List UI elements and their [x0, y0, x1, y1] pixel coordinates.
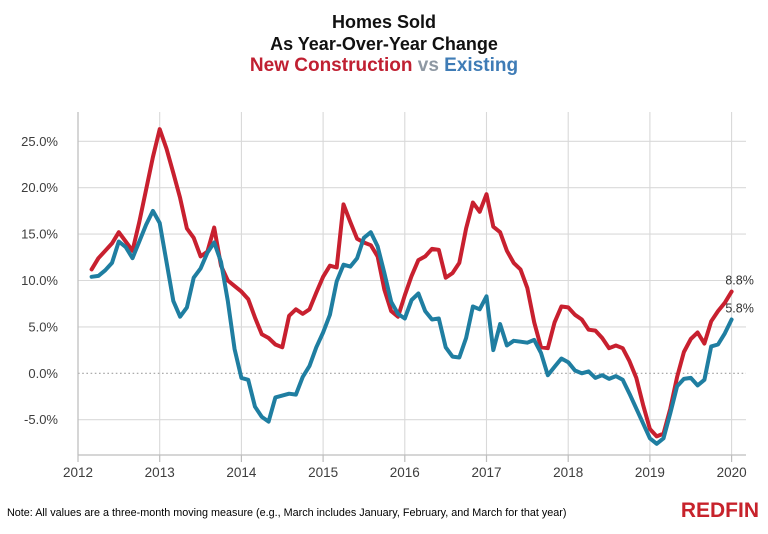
series-line-existing [89, 208, 734, 446]
y-axis-labels: 25.0% 20.0% 15.0% 10.0% 5.0% 0.0% -5.0% [21, 134, 58, 427]
series-end-label-new-construction: 8.8% [725, 274, 754, 288]
redfin-logo: REDFIN [680, 499, 759, 522]
x-tick-label: 2019 [635, 465, 665, 480]
x-tick-label: 2016 [390, 465, 420, 480]
page-subtitle: As Year-Over-Year Change [270, 34, 498, 54]
x-tick-label: 2020 [717, 465, 747, 480]
y-tick-label: 20.0% [21, 180, 58, 195]
y-tick-label: 25.0% [21, 134, 58, 149]
y-tick-label: -5.0% [24, 412, 58, 427]
x-tick-label: 2018 [553, 465, 583, 480]
x-axis-labels: 2012 2013 2014 2015 2016 2017 2018 2019 2020 [63, 465, 747, 480]
x-tick-label: 2017 [471, 465, 501, 480]
x-tick-label: 2015 [308, 465, 338, 480]
series-end-label-existing: 5.8% [725, 301, 754, 315]
chart-title-block: Homes Sold As Year-Over-Year Change New … [0, 11, 768, 77]
legend-new-construction-label: New Construction [249, 55, 413, 76]
y-tick-label: 10.0% [21, 273, 58, 288]
legend-vs-label: vs [417, 55, 439, 76]
legend-title-line: New Construction vs Existing [0, 55, 768, 77]
page-title: Homes Sold [331, 12, 437, 32]
x-tick-label: 2014 [226, 465, 257, 480]
y-tick-label: 15.0% [21, 227, 58, 242]
x-tick-label: 2012 [63, 465, 93, 480]
y-tick-label: 0.0% [28, 366, 58, 381]
vertical-gridlines [77, 112, 733, 455]
x-tick-label: 2013 [145, 465, 175, 480]
y-tick-label: 5.0% [28, 319, 58, 334]
axes [77, 112, 746, 462]
series-line-new-construction [89, 127, 734, 439]
footnote-text: Note: All values are a three-month movin… [7, 507, 567, 519]
legend-existing-label: Existing [444, 55, 519, 76]
